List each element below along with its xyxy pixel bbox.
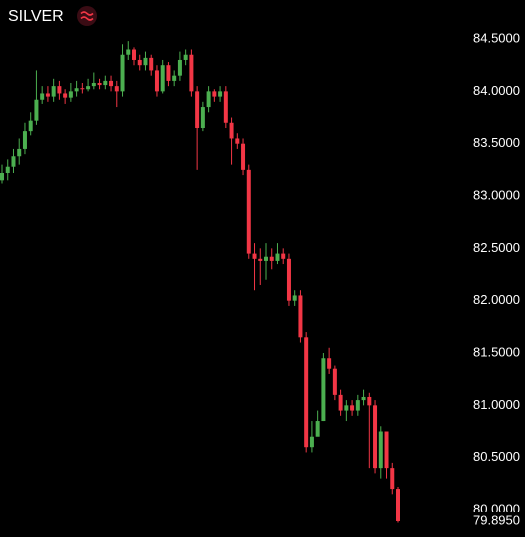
candle-body: [235, 138, 240, 144]
candle-body: [114, 86, 119, 92]
candle-body: [361, 396, 366, 401]
candle-body: [177, 59, 182, 76]
candle-body: [212, 91, 217, 97]
candle-body: [281, 253, 286, 259]
candle-body: [149, 57, 154, 71]
candle-body: [355, 400, 360, 411]
candle-body: [22, 131, 27, 149]
candle-body: [91, 82, 96, 87]
candle-body: [137, 59, 142, 66]
y-axis: 84.5000 84.0000 83.5000 83.0000 82.5000 82.00…: [464, 30, 525, 530]
candle-body: [86, 86, 91, 90]
candle-body: [304, 337, 309, 448]
candle-body: [378, 431, 383, 469]
last-price-box: [464, 511, 525, 530]
candle-body: [183, 54, 188, 60]
candle-body: [264, 256, 268, 261]
candle-body: [367, 396, 372, 406]
y-tick-label: 80.5000: [473, 449, 520, 464]
candle-body: [327, 358, 332, 369]
candle-body: [292, 295, 297, 301]
candle-body: [332, 368, 337, 395]
candle-body: [109, 80, 114, 87]
candle-body: [5, 166, 10, 173]
candle-body: [103, 80, 108, 86]
candle-body: [143, 57, 148, 66]
candle-body: [344, 405, 349, 411]
candle-body: [11, 156, 16, 167]
candle-body: [34, 99, 39, 121]
y-tick-label: 84.5000: [473, 30, 520, 45]
candle-body: [373, 405, 378, 469]
candle-body: [350, 405, 355, 411]
candle-body: [298, 295, 303, 338]
icon-background: [77, 6, 97, 26]
candle-body: [132, 49, 136, 60]
candle-body: [390, 468, 395, 490]
candle-body: [241, 143, 246, 170]
candle-body: [17, 148, 22, 157]
candle-body: [57, 86, 62, 94]
candle-body: [384, 431, 389, 469]
candle-body: [189, 54, 194, 92]
candle-body: [218, 91, 223, 97]
candle-body: [172, 75, 177, 81]
candle-body: [321, 358, 326, 422]
candle-body: [28, 120, 33, 132]
y-tick-label: 83.5000: [473, 135, 520, 150]
candle-body: [80, 88, 85, 90]
y-tick-label: 83.0000: [473, 187, 520, 202]
candle-body: [74, 88, 79, 92]
candle-body: [200, 107, 205, 128]
candle-body: [223, 91, 228, 123]
candle-body: [97, 82, 102, 86]
candle-body: [195, 91, 200, 128]
candle-body: [315, 421, 320, 437]
y-tick-label: 81.5000: [473, 344, 520, 359]
candle-body: [269, 256, 274, 261]
y-tick-label: 82.5000: [473, 240, 520, 255]
candle-body: [68, 91, 73, 98]
candle-body: [275, 253, 280, 261]
candle-body: [63, 93, 68, 98]
symbol-icon: [77, 6, 97, 26]
candle-body: [258, 258, 263, 261]
candle-body: [51, 86, 56, 97]
candle-body: [120, 54, 125, 92]
candle-body: [0, 172, 4, 181]
candle-body: [309, 436, 314, 448]
candle-body: [126, 49, 131, 55]
candle-body: [45, 93, 50, 97]
y-tick-label: 84.0000: [473, 83, 520, 98]
candles: [0, 41, 400, 523]
y-tick-label: 82.0000: [473, 292, 520, 307]
candle-body: [229, 122, 234, 139]
last-price-label: 79.8950: [473, 512, 520, 527]
y-tick-label: 81.0000: [473, 397, 520, 412]
candle-body: [338, 394, 343, 411]
candle-body: [252, 253, 257, 259]
candle-body: [246, 169, 251, 254]
candle-body: [206, 91, 211, 108]
candle-body: [40, 93, 45, 100]
icon-wave: [80, 11, 94, 21]
candle-body: [396, 489, 400, 521]
chart-title: SILVER: [8, 8, 64, 25]
candle-body: [154, 70, 159, 92]
candle-body: [286, 258, 291, 301]
candle-body: [160, 65, 165, 92]
candle-body: [166, 65, 171, 81]
